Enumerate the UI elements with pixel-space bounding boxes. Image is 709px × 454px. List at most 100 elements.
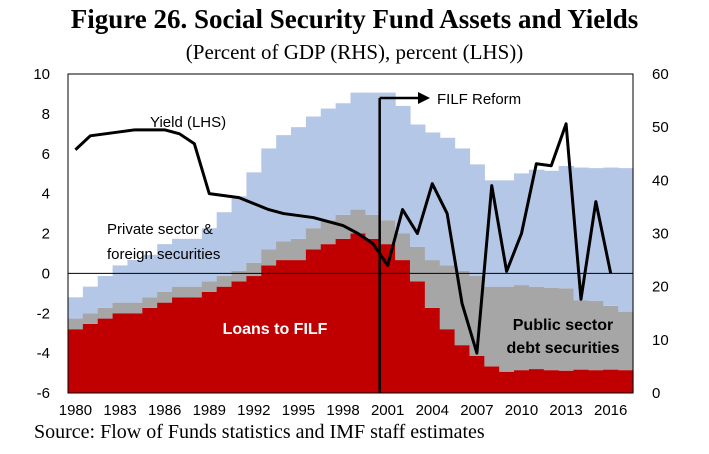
public-bar xyxy=(380,220,396,245)
loans-bar xyxy=(558,370,575,393)
public-bar xyxy=(424,260,441,308)
private-bar xyxy=(469,164,485,277)
private-bar xyxy=(305,116,322,229)
loans-bar xyxy=(454,345,471,393)
loans-bar xyxy=(201,291,218,393)
x-tick-label: 2013 xyxy=(549,402,582,419)
public-bar xyxy=(365,214,381,239)
loans-bar xyxy=(68,329,84,393)
public-bar xyxy=(499,286,515,372)
x-tick-label: 1995 xyxy=(282,402,315,419)
loans-bar xyxy=(186,297,203,393)
private-bar xyxy=(528,169,545,287)
y-left-tick-label: -6 xyxy=(37,385,50,402)
public-bar xyxy=(261,249,277,266)
private-bar xyxy=(186,238,203,287)
public-bar xyxy=(127,302,143,314)
yield-label: Yield (LHS) xyxy=(150,114,226,131)
private-bar xyxy=(350,92,366,210)
loans-bar xyxy=(499,371,515,393)
public-bar xyxy=(350,209,366,234)
y-left-tick-label: 6 xyxy=(42,146,50,163)
loans-bar xyxy=(588,370,604,393)
public-bar xyxy=(97,307,114,319)
x-tick-label: 2010 xyxy=(505,402,538,419)
chart-source: Source: Flow of Funds statistics and IMF… xyxy=(34,421,485,443)
private-bar xyxy=(558,165,575,289)
y-left-tick-label: 0 xyxy=(42,265,50,282)
loans-bar xyxy=(424,307,441,393)
public-bar xyxy=(573,300,589,370)
private-sector-label: Private sector & xyxy=(107,221,213,238)
yield-line xyxy=(74,122,613,355)
y-left-tick-label: -2 xyxy=(37,305,50,322)
reform-label: FILF Reform xyxy=(437,91,521,108)
loans-bar xyxy=(231,281,248,393)
y-right-tick-label: 10 xyxy=(652,332,669,349)
loans-bar xyxy=(603,369,619,393)
private-bar xyxy=(231,196,248,271)
private-bar xyxy=(320,108,337,221)
loans-bar xyxy=(172,297,188,393)
private-bar xyxy=(543,170,560,288)
x-tick-label: 1980 xyxy=(59,402,92,419)
public-bar xyxy=(231,270,248,282)
public-bar xyxy=(395,233,411,261)
y-left-tick-label: 10 xyxy=(33,66,50,83)
loans-bar xyxy=(484,366,500,393)
loans-bar xyxy=(157,302,173,393)
private-bar xyxy=(291,127,307,239)
loans-bar xyxy=(528,369,545,393)
plot-frame xyxy=(67,73,634,394)
x-tick-label: 1989 xyxy=(193,402,226,419)
loans-bar xyxy=(261,265,277,393)
x-tick-label: 2016 xyxy=(594,402,627,419)
private-bar xyxy=(142,254,158,298)
loans-bar xyxy=(439,329,456,393)
public-bar xyxy=(409,246,426,282)
x-tick-label: 1998 xyxy=(326,402,359,419)
x-tick-label: 1992 xyxy=(237,402,270,419)
reform-arrow-head xyxy=(418,92,430,104)
y-left-tick-label: 2 xyxy=(42,226,50,243)
public-bar xyxy=(216,276,233,287)
private-bar xyxy=(424,132,441,261)
private-bar xyxy=(216,212,233,277)
public-bar xyxy=(201,281,218,292)
y-right-tick-label: 0 xyxy=(652,385,660,402)
private-bar xyxy=(365,92,381,215)
public-bar xyxy=(82,313,99,324)
loans-bar xyxy=(276,260,292,393)
public-bar xyxy=(320,220,337,245)
private-bar xyxy=(618,168,634,312)
public-bar xyxy=(514,285,530,371)
x-tick-label: 1986 xyxy=(148,402,181,419)
public-bar xyxy=(276,241,292,261)
private-bar xyxy=(97,276,114,308)
y-right-tick-label: 30 xyxy=(652,226,669,243)
private-bar xyxy=(127,260,143,303)
y-left-tick-label: 4 xyxy=(42,186,50,203)
loans-bar xyxy=(469,355,485,393)
public-bar xyxy=(588,301,604,371)
public-bar xyxy=(142,297,158,308)
public-bar xyxy=(112,302,129,314)
private-bar xyxy=(246,172,262,263)
loans-bar xyxy=(409,281,426,393)
public-bar xyxy=(618,311,634,371)
y-right-tick-label: 20 xyxy=(652,279,669,296)
private-bar xyxy=(82,286,99,314)
public-sector-label: debt securities xyxy=(507,340,620,357)
private-bar xyxy=(157,244,173,292)
public-bar xyxy=(172,286,188,298)
public-bar xyxy=(291,238,307,261)
loans-bar xyxy=(320,244,337,393)
private-bar xyxy=(261,148,277,250)
public-bar xyxy=(484,286,500,367)
loans-bar xyxy=(216,286,233,393)
loans-bar xyxy=(350,233,366,393)
loans-bar xyxy=(618,370,634,393)
private-bar xyxy=(454,148,471,271)
private-bar xyxy=(335,103,352,215)
